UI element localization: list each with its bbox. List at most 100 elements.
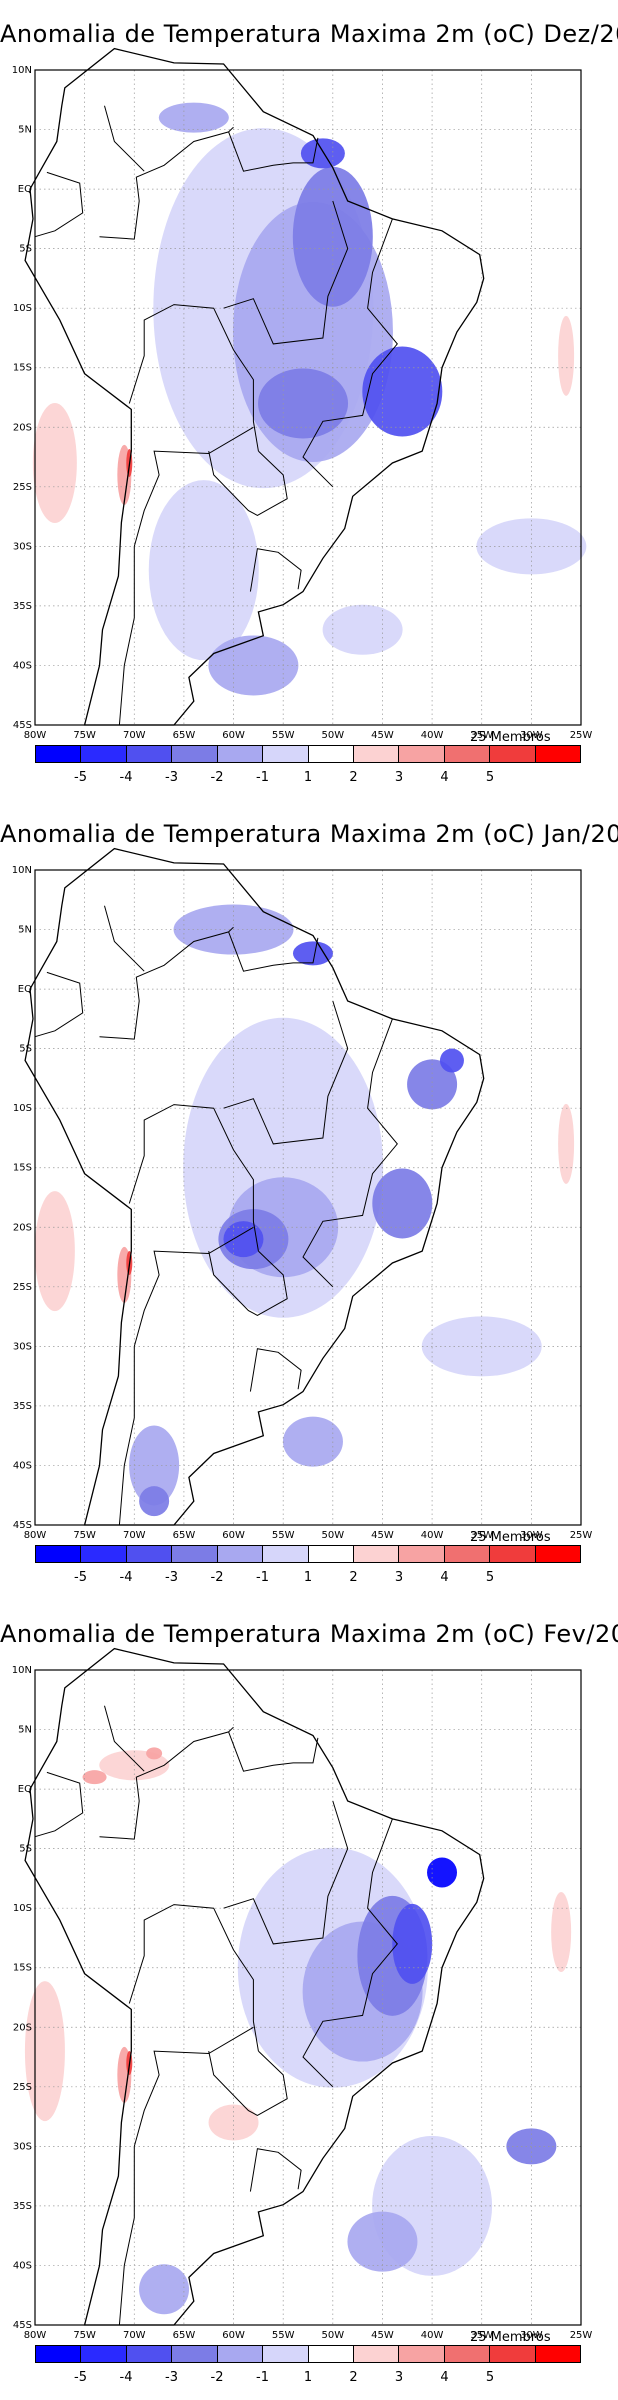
map-grid <box>35 870 581 1525</box>
lon-tick-label: 65W <box>173 2330 196 2341</box>
lon-tick-label: 35W <box>470 730 493 741</box>
colorbar-swatch <box>263 2346 309 2362</box>
colorbar-swatch <box>126 2346 173 2362</box>
lon-tick-label: 25W <box>570 730 593 741</box>
lat-tick-label: 15S <box>13 1163 32 1174</box>
map-grid <box>35 1670 581 2325</box>
colorbar-swatch <box>308 746 354 762</box>
country-border <box>104 1705 145 1772</box>
country-border <box>99 926 234 1040</box>
lat-tick-label: 5N <box>18 125 32 136</box>
lon-tick-label: 70W <box>123 2330 146 2341</box>
colorbar-label: 2 <box>349 2370 358 2385</box>
lat-tick-label: 5N <box>18 1725 32 1736</box>
coastline <box>24 47 485 726</box>
colorbar-swatch <box>81 746 127 762</box>
lat-tick-label: 10N <box>12 65 32 76</box>
members-label: 25 Membros <box>470 1530 551 1545</box>
country-border <box>99 1726 234 1840</box>
lat-tick-label: 5N <box>18 925 32 936</box>
lat-tick-label: 40S <box>13 660 32 671</box>
anomaly-region <box>407 1059 458 1110</box>
lon-tick-label: 60W <box>222 1530 245 1541</box>
lon-tick-label: 80W <box>24 730 47 741</box>
country-border <box>118 2026 254 2326</box>
anomaly-region <box>208 2104 259 2141</box>
colorbar-label: 1 <box>303 2370 313 2385</box>
lat-tick-label: 45S <box>13 2320 32 2331</box>
colorbar-label: -4 <box>119 2370 133 2385</box>
lat-tick-label: 35S <box>13 601 32 612</box>
lat-tick-label: 10S <box>13 1903 32 1914</box>
colorbar-label: 3 <box>394 770 404 785</box>
lat-tick-label: 5S <box>19 244 32 255</box>
colorbar <box>35 1545 581 1563</box>
colorbar-swatch <box>308 1546 354 1562</box>
panel-title: Anomalia de Temperatura Maxima 2m (oC) D… <box>0 20 618 48</box>
country-border <box>223 200 349 345</box>
map-panel-fev-2020: Anomalia de Temperatura Maxima 2m (oC) F… <box>0 1600 618 2400</box>
lat-tick-label: EQ <box>18 984 32 995</box>
lat-tick-label: 10N <box>12 865 32 876</box>
lon-tick-label: 50W <box>322 1530 345 1541</box>
colorbar-label: -5 <box>74 2370 87 2385</box>
colorbar-swatch <box>490 746 536 762</box>
lon-tick-label: 35W <box>470 2330 493 2341</box>
anomaly-region <box>32 403 77 523</box>
anomaly-region <box>427 1857 458 1888</box>
anomaly-region <box>292 941 333 966</box>
country-border <box>228 131 319 172</box>
anomaly-region <box>223 1221 264 1258</box>
colorbar-label: 5 <box>485 2370 495 2385</box>
anomaly-region <box>558 315 575 396</box>
anomaly-region <box>129 1425 180 1506</box>
lat-tick-label: 45S <box>13 720 32 731</box>
lon-tick-label: 40W <box>421 2330 444 2341</box>
anomaly-region <box>282 1416 343 1467</box>
colorbar-swatch <box>535 2346 581 2362</box>
lat-tick-label: 45S <box>13 1520 32 1531</box>
map-panel-jan-2020: Anomalia de Temperatura Maxima 2m (oC) J… <box>0 800 618 1600</box>
lon-tick-label: 70W <box>123 1530 146 1541</box>
colorbar-swatch <box>444 2346 491 2362</box>
lon-tick-label: 30W <box>520 1530 543 1541</box>
country-border <box>249 548 302 592</box>
colorbar-label: -3 <box>165 2370 178 2385</box>
anomaly-region <box>34 1191 75 1312</box>
colorbar-label: 5 <box>485 1570 495 1585</box>
anomaly-region <box>208 635 299 696</box>
colorbar-swatch <box>81 1546 127 1562</box>
anomaly-shading <box>32 102 587 696</box>
lon-tick-label: 50W <box>322 2330 345 2341</box>
country-border <box>128 1904 259 2052</box>
colorbar-label: 5 <box>485 770 495 785</box>
anomaly-region <box>322 604 403 655</box>
anomaly-region <box>158 102 229 133</box>
colorbar-label: -1 <box>256 1570 269 1585</box>
colorbar-swatch <box>353 2346 400 2362</box>
colorbar-swatch <box>353 746 400 762</box>
lat-tick-label: 40S <box>13 2260 32 2271</box>
colorbar-label: -5 <box>74 770 87 785</box>
anomaly-region <box>146 1747 163 1760</box>
panel-title: Anomalia de Temperatura Maxima 2m (oC) F… <box>0 1620 618 1648</box>
colorbar-label: -1 <box>256 770 269 785</box>
colorbar-swatch <box>308 2346 354 2362</box>
lon-tick-label: 25W <box>570 1530 593 1541</box>
colorbar-swatch <box>217 746 264 762</box>
colorbar-swatch <box>399 746 445 762</box>
lon-tick-label: 60W <box>222 730 245 741</box>
map-border <box>34 869 582 1526</box>
lat-tick-label: 30S <box>13 2141 32 2152</box>
lon-tick-label: 40W <box>421 1530 444 1541</box>
colorbar-label: -3 <box>165 1570 178 1585</box>
anomaly-region <box>148 480 259 661</box>
lon-tick-label: 45W <box>371 1530 394 1541</box>
colorbar-swatch <box>535 1546 581 1562</box>
lon-tick-label: 55W <box>272 1530 295 1541</box>
colorbar-label: 2 <box>349 770 358 785</box>
colorbar-swatch <box>263 746 309 762</box>
lon-tick-label: 25W <box>570 2330 593 2341</box>
map-border <box>34 69 582 726</box>
lat-tick-label: 10S <box>13 1103 32 1114</box>
